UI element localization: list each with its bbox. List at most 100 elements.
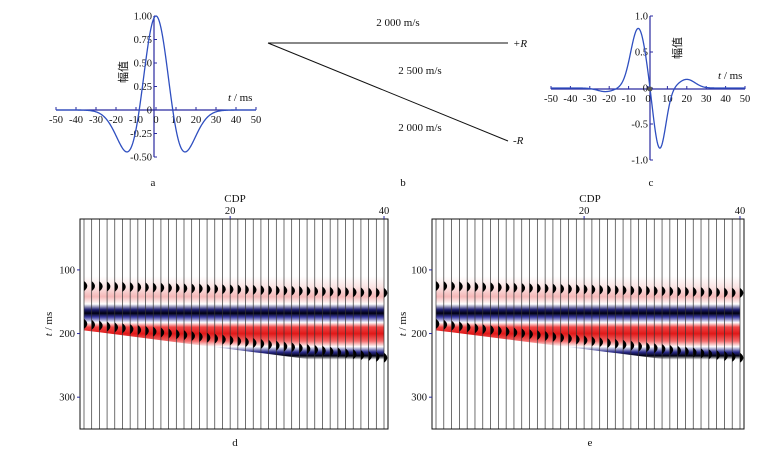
panel-c-x-tick-label: 0 [645, 94, 650, 105]
panel-d-wiggle-lobe [376, 287, 380, 298]
panel-e-wiggle-lobe [685, 346, 689, 357]
panel-a-y-tick-label: -0.50 [130, 153, 152, 164]
panel-a-x-tick-label: 30 [211, 115, 222, 126]
panel-d-wiggle-lobe [307, 344, 311, 355]
panel-e-wiggle-lobe [521, 328, 526, 339]
panel-d-wiggle-lobe [384, 287, 388, 298]
panel-d-wiggle-lobe [268, 339, 272, 350]
panel-b-velocity-bottom: 2 000 m/s [398, 122, 441, 134]
panel-d-wiggle-lobe [137, 282, 142, 293]
panel-d-wiggle-lobe [145, 325, 149, 336]
panel-e-wiggle-lobe [708, 287, 713, 298]
panel-d-wiggle-lobe [276, 285, 280, 296]
panel-d-wiggle-lobe [322, 345, 326, 356]
panel-e-wiggle-lobe [529, 329, 533, 340]
panel-d-wiggle-lobe [153, 282, 157, 293]
panel-e-x-tick-label: 40 [735, 206, 746, 217]
panel-d-wiggle-lobe [207, 283, 211, 294]
panel-c-wavelet-curve [551, 27, 745, 149]
panel-d-wiggle-lobe [360, 287, 365, 298]
panel-e-wiggle-lobe [646, 342, 650, 353]
panel-a-ylabel: 幅值 [117, 61, 130, 83]
panel-b-wedge-model: 2 000 m/s 2 500 m/s 2 000 m/s +R -R b [267, 17, 527, 189]
panel-e-wiggle-lobe [654, 343, 658, 354]
panel-d-wiggle-lobe [160, 282, 165, 293]
panel-e-wiggle-lobe [638, 341, 642, 352]
panel-e-wiggle-lobe [662, 286, 666, 297]
panel-d-ylabel: t / ms [43, 312, 55, 336]
panel-a-x-tick-label: 20 [191, 115, 202, 126]
panel-e-wiggle-lobe [560, 283, 565, 294]
panel-e-wiggle-lobe [467, 322, 471, 333]
panel-a-x-tick-label: -20 [109, 115, 123, 126]
panel-d-wiggle-lobe [114, 281, 119, 292]
panel-e-wiggle-lobe [584, 284, 588, 295]
panel-d-wiggle-lobe [353, 287, 357, 298]
panel-e-wiggle-lobe [474, 323, 479, 334]
panel-d-wiggle-lobe [130, 324, 134, 335]
panel-e-wiggle-lobe [615, 338, 619, 349]
panel-a-y-tick-label: 0 [147, 106, 152, 117]
panel-d-wiggle-lobe [184, 330, 188, 341]
panel-d-wiggle-lobe [384, 352, 388, 363]
panel-d-wiggle-lobe [330, 346, 334, 357]
panel-e-wiggle-lobe [654, 285, 658, 296]
panel-e-wiggle-lobe [568, 333, 572, 344]
panel-c-y-tick-label: 0.5 [635, 48, 648, 59]
panel-d-wiggle-lobe [145, 282, 149, 293]
panel-d-wiggle-lobe [337, 286, 342, 297]
panel-e-wiggle-lobe [560, 332, 565, 343]
panel-e-wiggle-lobe [506, 326, 510, 337]
panel-e-y-tick-label: 100 [411, 265, 427, 276]
panel-a-ricker-wavelet: -50 -40 -30 -20 -10 0 10 20 30 40 50 -0.50-0.2500.… [49, 12, 261, 190]
panel-e-seismic-section: 20 40 100 200 300 CDP t / ms e [397, 193, 745, 449]
panel-e-wiggle-lobe [529, 283, 533, 294]
panel-d-wiggle-lobe [122, 281, 126, 292]
panel-a-x-tick-label: 40 [231, 115, 242, 126]
panel-e-wiggle-lobe [724, 350, 728, 361]
panel-e-wiggle-lobe [607, 284, 611, 295]
panel-d-wiggle-lobe [191, 283, 195, 294]
panel-e-wiggle-lobe [662, 344, 666, 355]
panel-e-wiggle-lobe [740, 287, 744, 298]
panel-d-wiggle-lobe [207, 332, 211, 343]
panel-d-wiggle-lobe [345, 348, 349, 359]
panel-d-wiggle-lobe [337, 347, 342, 358]
panel-d-label: d [232, 437, 238, 449]
panel-d-wiggle-lobe [253, 284, 257, 295]
panel-a-x-tick-label: -40 [69, 115, 83, 126]
panel-d-wiggle-lobe [330, 286, 334, 297]
panel-e-wiggle-lobe [490, 282, 494, 293]
panel-c-x-tick-label: -50 [544, 94, 558, 105]
panel-d-x-tick-label: 20 [225, 206, 236, 217]
panel-e-wiggle-lobe [740, 352, 744, 363]
panel-d-wiggle-lobe [307, 286, 311, 297]
panel-d-wiggle-lobe [314, 344, 319, 355]
panel-e-wiggle-lobe [490, 324, 494, 335]
panel-d-wiggle-lobe [199, 283, 203, 294]
panel-d-wiggle-lobe [299, 343, 303, 354]
panel-e-wiggle-lobe [568, 284, 572, 295]
panel-e-wiggle-lobe [623, 285, 627, 296]
panel-a-x-tick-label: 50 [251, 115, 262, 126]
panel-d-wiggle-lobe [99, 320, 103, 331]
panel-d-x-tick-label: 40 [379, 206, 390, 217]
panel-c-x-tick-label: -40 [563, 94, 577, 105]
panel-e-xlabel: CDP [579, 193, 600, 205]
panel-a-x-tick-label: -10 [129, 115, 143, 126]
panel-c-x-tick-label: 10 [662, 94, 673, 105]
panel-e-ylabel: t / ms [397, 312, 409, 336]
panel-d-wiggle-lobe [214, 333, 219, 344]
panel-e-wiggle-lobe [685, 286, 689, 297]
panel-d-wiggle-lobe [291, 285, 295, 296]
panel-d-wiggle-lobe [291, 342, 295, 353]
panel-d-wiggle-lobe [276, 340, 280, 351]
panel-e-wiggle-lobe [545, 331, 549, 342]
panel-a-xlabel: t / ms [228, 92, 252, 104]
panel-e-wiggle-lobe [498, 325, 502, 336]
panel-d-wiggle-lobe [91, 319, 95, 330]
panel-e-wiggle-lobe [498, 282, 502, 293]
panel-b-minus-r: -R [513, 135, 524, 147]
panel-d-wiggle-lobe [237, 336, 242, 347]
panel-e-wiggle-lobe [615, 285, 619, 296]
